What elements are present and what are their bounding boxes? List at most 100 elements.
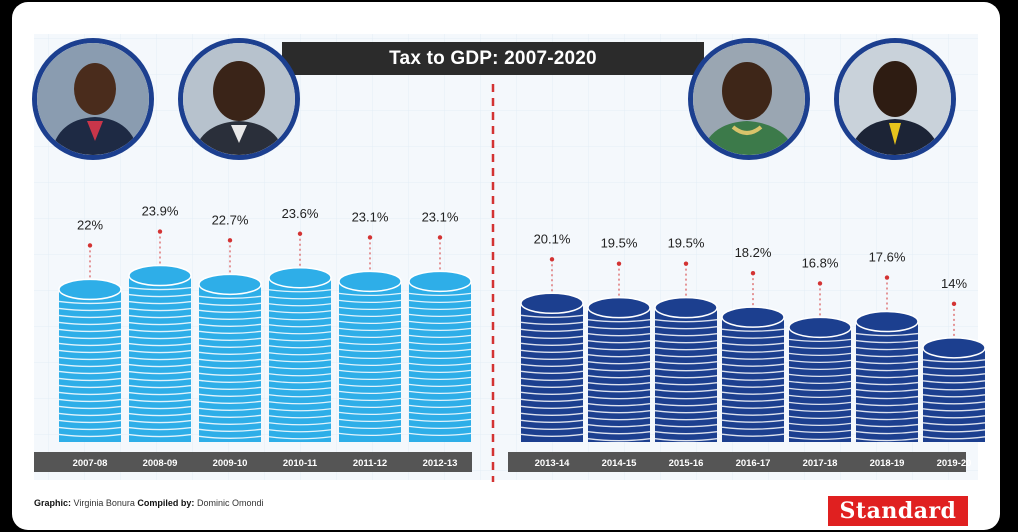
coin-edge-line xyxy=(587,347,651,351)
coin-edge-line xyxy=(520,433,584,437)
coin-edge-line xyxy=(520,391,584,395)
portrait-4 xyxy=(834,38,956,160)
coin-edge-line xyxy=(338,432,402,437)
infographic-card: 22% 2007-08 23.9% 2008-09 22.7% 2009-10 23.6% 2… xyxy=(12,2,1000,530)
coin-edge-line xyxy=(268,401,332,405)
coin-edge-line xyxy=(198,421,262,425)
coin-edge-line xyxy=(338,299,402,304)
value-label: 19.5% xyxy=(668,236,705,251)
person-photo-icon xyxy=(693,43,805,155)
coin-edge-line xyxy=(198,309,262,313)
leader-dot xyxy=(157,229,163,234)
coin-edge-line xyxy=(654,410,718,414)
coin-edge-line xyxy=(408,369,472,374)
coin-edge-line xyxy=(338,383,402,388)
coin-edge-line xyxy=(788,429,852,434)
coin-edge-line xyxy=(922,373,986,377)
coin-edge-line xyxy=(58,363,122,368)
coin-edge-line xyxy=(338,411,402,416)
coin-edge-line xyxy=(268,436,332,440)
coin-top xyxy=(520,292,584,315)
coin-edge-line xyxy=(520,377,584,381)
coin-edge-line xyxy=(128,363,192,368)
coin-edge-line xyxy=(128,398,192,403)
coin-edge-line xyxy=(58,328,122,333)
coin-edge-line xyxy=(788,338,852,343)
coin-edge-line xyxy=(198,386,262,390)
person-photo-icon xyxy=(839,43,951,155)
coin-edge-line xyxy=(58,412,122,417)
coin-edge-line xyxy=(198,351,262,355)
coin-edge-line xyxy=(520,419,584,423)
coin-edge-line xyxy=(408,327,472,332)
coin-edge-line xyxy=(855,423,919,428)
value-label: 23.9% xyxy=(142,204,179,219)
coin-edge-line xyxy=(721,335,785,339)
category-label: 2008-09 xyxy=(143,458,178,469)
coin-edge-line xyxy=(721,419,785,423)
coin-edge-line xyxy=(128,314,192,319)
coin-edge-line xyxy=(268,331,332,335)
coin-edge-line xyxy=(408,383,472,388)
coin-edge-line xyxy=(520,349,584,353)
leader-dot xyxy=(817,281,823,286)
coin-edge-line xyxy=(128,391,192,396)
coin-edge-line xyxy=(520,342,584,346)
bar-2019-20 xyxy=(922,337,986,442)
coin-stack-body xyxy=(199,284,261,442)
coin-edge-line xyxy=(268,366,332,370)
coin-edge-line xyxy=(198,323,262,327)
logo-text: Standard xyxy=(839,498,957,524)
coin-edge-line xyxy=(408,390,472,395)
value-label: 22% xyxy=(77,217,103,232)
coin-stack-body xyxy=(789,327,851,442)
value-label: 14% xyxy=(941,276,967,291)
leader-dot xyxy=(227,238,233,243)
coin-top xyxy=(268,267,332,289)
coin-edge-line xyxy=(408,355,472,360)
coin-edge-line xyxy=(587,319,651,323)
coin-edge-line xyxy=(587,340,651,344)
coin-edge-line xyxy=(721,426,785,430)
coin-edge-line xyxy=(58,384,122,389)
credits-line: Graphic: Virginia Bonura Compiled by: Do… xyxy=(34,498,263,508)
leader-dot xyxy=(951,301,957,307)
coin-edge-line xyxy=(408,362,472,367)
coin-edge-line xyxy=(520,335,584,339)
graphic-label: Graphic: xyxy=(34,498,72,508)
coin-edge-line xyxy=(198,295,262,299)
coin-edge-line xyxy=(58,300,122,305)
value-label: 23.1% xyxy=(352,209,389,224)
coin-edge-line xyxy=(855,430,919,435)
leader-dot xyxy=(683,261,689,266)
coin-edge-line xyxy=(855,360,919,365)
bar-2018-19 xyxy=(855,310,919,442)
coin-edge-line xyxy=(654,326,718,330)
coin-edge-line xyxy=(198,407,262,411)
coin-edge-line xyxy=(721,398,785,402)
coin-edge-line xyxy=(268,338,332,342)
coin-edge-line xyxy=(408,376,472,381)
coin-edge-line xyxy=(520,356,584,360)
coin-edge-line xyxy=(58,433,122,438)
coin-edge-line xyxy=(788,436,852,441)
category-label: 2017-18 xyxy=(803,458,838,469)
leader-dot xyxy=(437,235,443,240)
coin-edge-line xyxy=(58,307,122,312)
coin-edge-line xyxy=(268,387,332,391)
value-label: 22.7% xyxy=(212,212,249,227)
coin-edge-line xyxy=(268,289,332,293)
coin-top xyxy=(198,273,262,296)
coin-edge-line xyxy=(128,321,192,326)
coin-edge-line xyxy=(338,376,402,381)
coin-edge-line xyxy=(198,337,262,341)
coin-edge-line xyxy=(338,390,402,395)
coin-edge-line xyxy=(587,396,651,400)
coin-edge-line xyxy=(338,341,402,346)
coin-edge-line xyxy=(788,380,852,385)
category-label: 2016-17 xyxy=(736,458,771,469)
coin-edge-line xyxy=(654,361,718,365)
coin-edge-line xyxy=(788,394,852,399)
coin-edge-line xyxy=(408,425,472,430)
coin-edge-line xyxy=(58,391,122,396)
